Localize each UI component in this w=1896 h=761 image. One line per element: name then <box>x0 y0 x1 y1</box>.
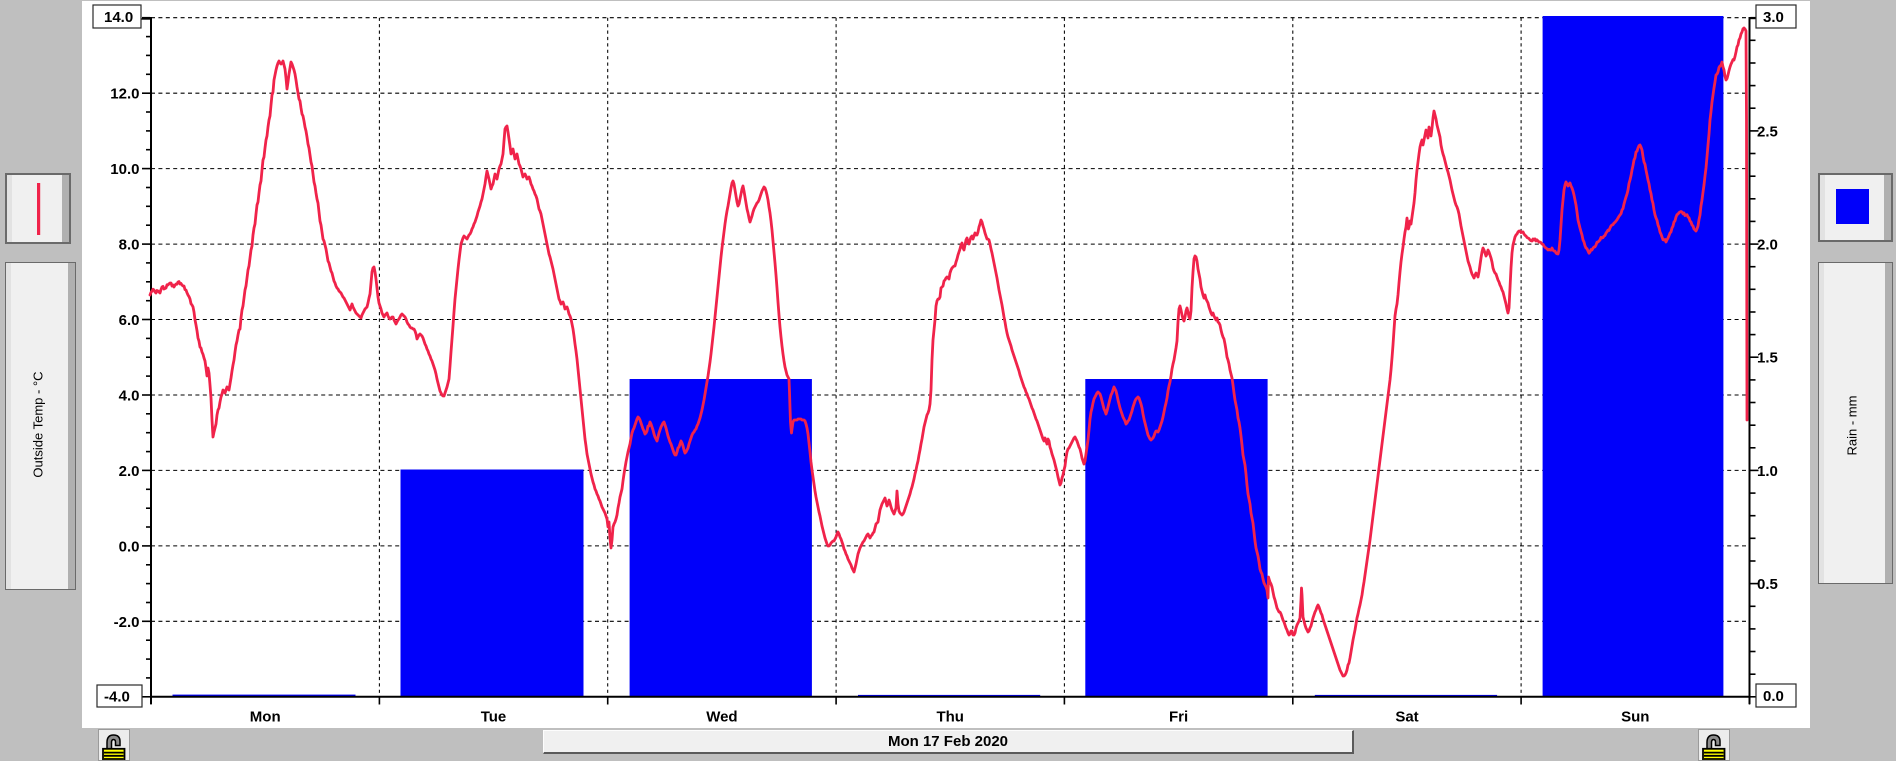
svg-text:10.0: 10.0 <box>110 161 139 178</box>
svg-text:1.0: 1.0 <box>1757 463 1778 480</box>
svg-text:-2.0: -2.0 <box>114 614 140 631</box>
svg-text:0.0: 0.0 <box>119 538 140 555</box>
svg-text:Sun: Sun <box>1621 709 1649 726</box>
svg-text:3.0: 3.0 <box>1763 9 1784 26</box>
svg-text:Tue: Tue <box>481 709 507 726</box>
svg-text:2.0: 2.0 <box>119 463 140 480</box>
svg-text:12.0: 12.0 <box>110 86 139 103</box>
svg-text:4.0: 4.0 <box>119 388 140 405</box>
svg-text:0.5: 0.5 <box>1757 576 1778 593</box>
svg-text:Sat: Sat <box>1395 709 1418 726</box>
svg-text:2.0: 2.0 <box>1757 237 1778 254</box>
svg-text:Fri: Fri <box>1169 709 1188 726</box>
svg-text:1.5: 1.5 <box>1757 350 1778 367</box>
svg-text:8.0: 8.0 <box>119 237 140 254</box>
svg-text:Wed: Wed <box>706 709 737 726</box>
svg-text:14.0: 14.0 <box>104 9 133 26</box>
svg-text:0.0: 0.0 <box>1763 688 1784 705</box>
svg-text:2.5: 2.5 <box>1757 123 1778 140</box>
svg-text:Thu: Thu <box>936 709 964 726</box>
svg-text:Mon: Mon <box>250 709 281 726</box>
svg-text:-4.0: -4.0 <box>104 689 130 706</box>
svg-text:6.0: 6.0 <box>119 312 140 329</box>
